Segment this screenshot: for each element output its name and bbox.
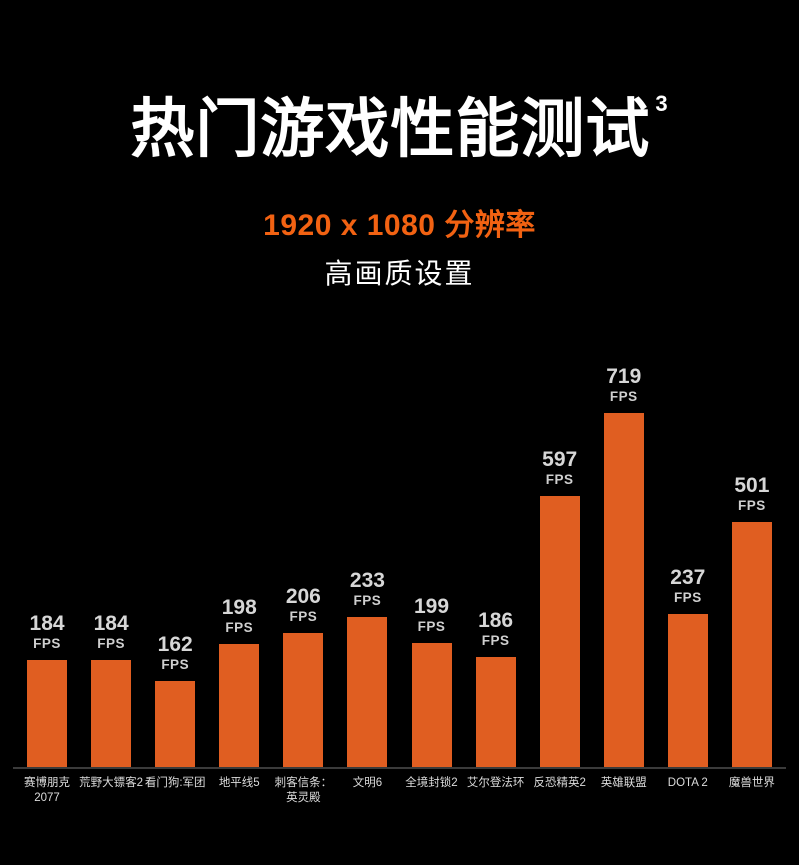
bar-value-label: 233 FPS	[350, 569, 385, 609]
bar-value-unit: FPS	[673, 590, 702, 606]
bar-value-label: 184 FPS	[94, 612, 129, 652]
category-label: 地平线5	[218, 776, 260, 789]
bar-value-unit: FPS	[161, 657, 190, 673]
bar-value-unit: FPS	[417, 619, 446, 635]
bar-column: 237 FPS	[656, 566, 720, 767]
bar-column: 233 FPS	[335, 569, 399, 767]
bar-value-number: 198	[221, 596, 257, 620]
labels-row: 赛博朋克 2077 荒野大镖客2 看门狗:军团 地平线5 刺客信条： 英灵殿 文…	[0, 776, 799, 807]
bar-column: 184 FPS	[15, 612, 79, 767]
bar-rect	[155, 680, 196, 767]
bar-value-number: 597	[542, 448, 578, 472]
category-label: 看门狗:军团	[144, 776, 206, 789]
bar-value-number: 199	[413, 595, 450, 619]
bar-column: 162 FPS	[143, 633, 207, 767]
bar-column: 186 FPS	[464, 609, 528, 767]
bar-value-number: 184	[29, 612, 65, 636]
bar-rect	[411, 642, 452, 767]
bar-rect	[91, 659, 132, 767]
bar-value-label: 597 FPS	[542, 448, 577, 488]
bar-value-unit: FPS	[353, 593, 382, 609]
category-label: 艾尔登法环	[466, 776, 525, 789]
chart-baseline	[13, 766, 786, 769]
bar-rect	[283, 632, 324, 767]
bar-value-label: 237 FPS	[670, 566, 705, 606]
bar-value-label: 501 FPS	[734, 474, 769, 514]
bar-value-unit: FPS	[545, 472, 574, 488]
bar-rect	[667, 613, 708, 767]
bar-rect	[475, 656, 516, 767]
bar-column: 719 FPS	[592, 365, 656, 767]
category-label: 文明6	[352, 776, 383, 789]
bar-rect	[731, 521, 772, 767]
bar-value-unit: FPS	[609, 389, 638, 405]
bar-value-unit: FPS	[481, 633, 510, 649]
category-label: 荒野大镖客2	[79, 776, 144, 789]
bar-value-label: 198 FPS	[222, 596, 257, 636]
category-label: 英雄联盟	[600, 776, 647, 789]
bar-value-number: 719	[606, 365, 642, 389]
bar-value-label: 199 FPS	[414, 595, 449, 635]
page-title: 热门游戏性能测试 3	[0, 91, 799, 166]
bar-value-number: 186	[478, 609, 514, 633]
bar-value-number: 237	[670, 566, 706, 590]
bar-column: 206 FPS	[271, 585, 335, 767]
bar-value-number: 162	[157, 633, 193, 657]
bar-value-label: 719 FPS	[606, 365, 641, 405]
bar-rect	[219, 643, 260, 767]
bar-column: 199 FPS	[399, 595, 463, 767]
bar-value-number: 501	[734, 474, 770, 498]
bar-rect	[603, 412, 644, 767]
bar-rect	[347, 616, 388, 767]
page-title-text: 热门游戏性能测试	[130, 93, 651, 165]
bar-value-number: 206	[285, 585, 321, 609]
category-label: DOTA 2	[667, 776, 708, 789]
bar-column: 198 FPS	[207, 596, 271, 767]
subtitle-resolution: 1920 x 1080 分辨率	[263, 208, 536, 242]
bar-value-label: 186 FPS	[478, 609, 513, 649]
bar-chart: 184 FPS 184 FPS 162 FPS 198 FPS 206 FPS	[0, 362, 799, 807]
bar-value-unit: FPS	[738, 498, 766, 514]
bars-row: 184 FPS 184 FPS 162 FPS 198 FPS 206 FPS	[0, 362, 799, 767]
bar-column: 597 FPS	[528, 448, 592, 767]
bar-rect	[27, 659, 68, 767]
subtitle-quality: 高画质设置	[324, 257, 475, 289]
bar-value-label: 206 FPS	[286, 585, 321, 625]
bar-value-number: 233	[349, 569, 385, 593]
bar-rect	[539, 495, 580, 767]
category-label: 赛博朋克 2077	[24, 776, 71, 805]
category-label: 刺客信条： 英灵殿	[274, 776, 333, 805]
category-label: 魔兽世界	[728, 776, 775, 789]
bar-value-label: 184 FPS	[30, 612, 65, 652]
bar-value-unit: FPS	[289, 609, 318, 625]
bar-value-number: 184	[93, 612, 129, 636]
title-footnote-superscript: 3	[655, 91, 669, 116]
bar-value-unit: FPS	[33, 636, 61, 652]
bar-column: 184 FPS	[79, 612, 143, 767]
bar-value-unit: FPS	[97, 636, 125, 652]
bar-column: 501 FPS	[720, 474, 784, 767]
category-label: 全境封锁2	[405, 776, 458, 789]
bar-value-label: 162 FPS	[158, 633, 193, 673]
header: 热门游戏性能测试 3 1920 x 1080 分辨率 高画质设置	[0, 0, 799, 292]
bar-value-unit: FPS	[225, 620, 254, 636]
category-label: 反恐精英2	[533, 776, 586, 789]
